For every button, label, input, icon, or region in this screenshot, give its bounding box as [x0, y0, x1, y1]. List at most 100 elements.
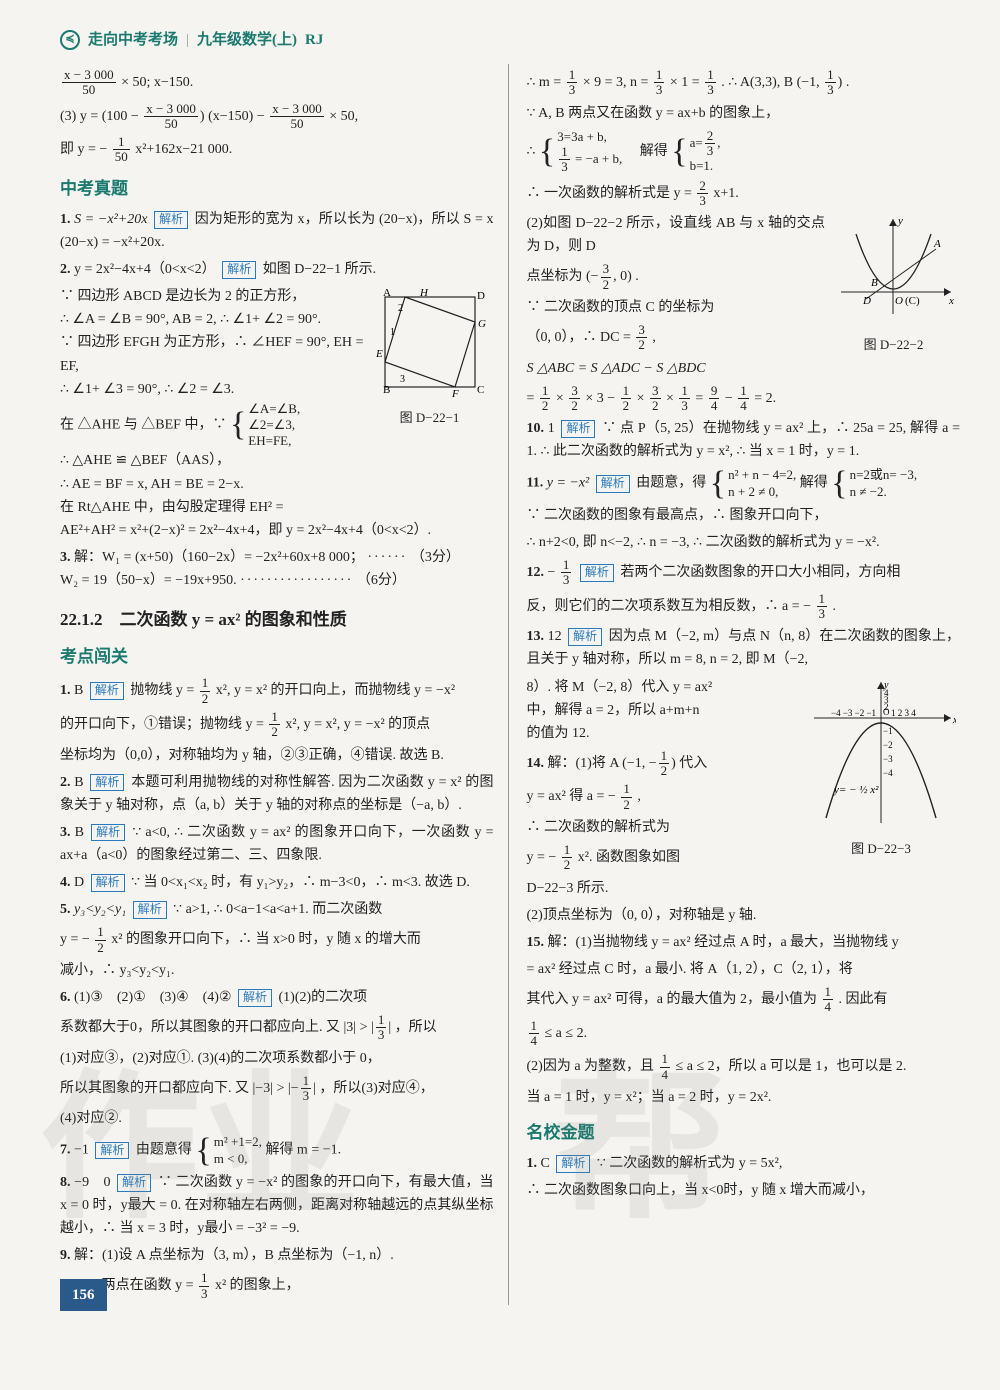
- fig-caption: 图 D−22−1: [370, 407, 490, 428]
- r-brace: ∴ { 3=3a + b, 13 = −a + b, 解得 { a=23, b=…: [527, 129, 961, 175]
- item-m1b: ∴ 二次函数图象口向上，当 x<0时，y 随 x 增大而减小，: [527, 1179, 961, 1202]
- svg-text:D: D: [477, 290, 485, 302]
- svg-text:x: x: [952, 715, 956, 726]
- svg-text:O: O: [895, 295, 903, 307]
- page-header: ≼ 走向中考考场 | 九年级数学(上) RJ: [60, 28, 960, 52]
- section-22-1-2: 22.1.2 二次函数 y = ax² 的图象和性质: [60, 606, 494, 633]
- header-sep: |: [186, 28, 189, 52]
- item-k3: 3. B 解析 ∵ a<0, ∴ 二次函数 y = ax² 的图象开口向下，一次…: [60, 821, 494, 867]
- left-column: x − 3 00050 × 50; x−150. (3) y = (100 − …: [60, 64, 509, 1305]
- logo-icon: ≼: [60, 30, 80, 50]
- edition-label: RJ: [305, 28, 323, 52]
- analysis-tag: 解析: [561, 420, 595, 438]
- analysis-tag: 解析: [91, 874, 125, 892]
- eq-line: x − 3 00050 × 50; x−150.: [60, 68, 494, 98]
- analysis-tag: 解析: [222, 261, 256, 279]
- eq-line: (3) y = (100 − x − 3 00050) (x−150) − x …: [60, 102, 494, 132]
- item-k6d: 所以其图象的开口都应向下. 又 |−3| > |−13| ，所以(3)对应④，: [60, 1074, 494, 1104]
- item-1: 1. S = −x²+20x 解析 因为矩形的宽为 x，所以长为 (20−x)，…: [60, 208, 494, 254]
- analysis-tag: 解析: [90, 682, 124, 700]
- fig-caption: 图 D−22−2: [831, 334, 956, 355]
- analysis-tag: 解析: [238, 989, 272, 1007]
- analysis-tag: 解析: [91, 824, 125, 842]
- item-r11c: ∴ n+2<0, 即 n<−2, ∴ n = −3, ∴ 二次函数的解析式为 y…: [527, 531, 961, 554]
- svg-text:−4 −3 −2 −1: −4 −3 −2 −1: [831, 708, 876, 718]
- item-k6: 6. (1)③ (2)① (3)④ (4)② 解析 (1)(2)的二次项: [60, 986, 494, 1009]
- svg-text:2: 2: [884, 702, 889, 712]
- svg-text:x: x: [948, 295, 954, 307]
- analysis-tag: 解析: [596, 475, 630, 493]
- svg-text:(C): (C): [905, 295, 920, 307]
- item-2-body: A H D G C F B E 2 1 3 图 D−22−1 ∵ 四边形 ABC…: [60, 285, 494, 542]
- item-r15c: 其代入 y = ax² 可得，a 的最大值为 2，最小值为 14 . 因此有: [527, 985, 961, 1015]
- svg-text:H: H: [419, 287, 429, 299]
- item-r13: 13. 12 解析 因为点 M（−2, m）与点 N（n, 8）在二次函数的图象…: [527, 625, 961, 671]
- item-k1: 1. B 解析 抛物线 y = 12 x², y = x² 的开口向上，而抛物线…: [60, 676, 494, 706]
- item-k4: 4. D 解析 ∵ 当 0<x₁<x₂ 时，有 y₁>y₂，∴ m−3<0，∴ …: [60, 871, 494, 894]
- svg-text:2: 2: [398, 303, 403, 314]
- item-r12b: 反，则它们的二次项系数互为相反数，∴ a = − 13 .: [527, 592, 961, 622]
- r-l2: ∵ A, B 两点又在函数 y = ax+b 的图象上，: [527, 102, 961, 125]
- svg-text:B: B: [871, 277, 878, 289]
- svg-text:D: D: [862, 295, 871, 307]
- analysis-tag: 解析: [556, 1155, 590, 1173]
- series-title: 走向中考考场: [88, 28, 178, 52]
- svg-text:y: y: [897, 215, 903, 227]
- item-r12: 12. − 13 解析 若两个二次函数图象的开口大小相同，方向相: [527, 558, 961, 588]
- item-r13b: x y O −4 −3 −2 −1 1 2 3 4 4 3 2 −1 −2 −3…: [527, 676, 961, 745]
- eq-line: 即 y = − 150 x²+162x−21 000.: [60, 135, 494, 165]
- svg-text:y= − ½ x²: y= − ½ x²: [833, 784, 879, 796]
- analysis-tag: 解析: [117, 1174, 151, 1192]
- figure-d-22-1: A H D G C F B E 2 1 3 图 D−22−1: [370, 287, 490, 429]
- item-k2: 2. B 解析 本题可利用抛物线的对称性解答. 因为二次函数 y = x² 的图…: [60, 771, 494, 817]
- item-r14e: D−22−3 所示.: [527, 877, 961, 900]
- svg-text:1 2 3 4: 1 2 3 4: [891, 708, 916, 718]
- svg-text:A: A: [383, 287, 391, 299]
- section-zhenti: 中考真题: [60, 175, 494, 202]
- item-k7: 7. −1 解析 由题意得 { m² +1=2, m < 0, 解得 m = −…: [60, 1134, 494, 1167]
- analysis-tag: 解析: [90, 774, 124, 792]
- svg-text:B: B: [383, 384, 390, 396]
- svg-text:G: G: [478, 318, 486, 330]
- analysis-tag: 解析: [95, 1142, 129, 1160]
- item-r15e: 14 ≤ a ≤ 2.: [527, 1019, 961, 1049]
- item-k5: 5. y₃<y₂<y₁ 解析 ∵ a>1, ∴ 0<a−1<a<a+1. 而二次…: [60, 898, 494, 921]
- item-r15f: (2)因为 a 为整数，且 14 ≤ a ≤ 2，所以 a 可以是 1，也可以是…: [527, 1052, 961, 1082]
- item-k1b: 的开口向下，①错误；抛物线 y = 12 x², y = x², y = −x²…: [60, 710, 494, 740]
- section-mingxiao: 名校金题: [527, 1119, 961, 1146]
- right-column: ∴ m = 13 × 9 = 3, n = 13 × 1 = 13 . ∴ A(…: [525, 64, 961, 1305]
- svg-text:−3: −3: [883, 754, 893, 764]
- svg-text:1: 1: [390, 327, 395, 338]
- fig-caption: 图 D−22−3: [806, 838, 956, 859]
- svg-text:C: C: [477, 384, 484, 396]
- item-3: 3. 解：W₁ = (x+50)（160−2x）= −2x²+60x+8 000…: [60, 546, 494, 592]
- item-m1: 1. C 解析 ∵ 二次函数的解析式为 y = 5x²,: [527, 1152, 961, 1175]
- svg-text:A: A: [933, 238, 941, 250]
- item-r14f: (2)顶点坐标为（0, 0），对称轴是 y 轴.: [527, 904, 961, 927]
- item-k6c: (1)对应③，(2)对应①. (3)(4)的二次项系数都小于 0，: [60, 1047, 494, 1070]
- item-r11: 11. y = −x² 解析 由题意，得 { n² + n − 4=2, n +…: [527, 467, 961, 500]
- r-l9: = 12 × 32 × 3 − 12 × 32 × 13 = 94 − 14 =…: [527, 384, 961, 414]
- analysis-tag: 解析: [133, 901, 167, 919]
- r-l3: ∴ 一次函数的解析式是 y = 23 x+1.: [527, 179, 961, 209]
- item-2: 2. y = 2x²−4x+4（0<x<2） 解析 如图 D−22−1 所示.: [60, 258, 494, 281]
- figure-d-22-2: x y A B D O (C) 图 D−22−2: [831, 214, 956, 356]
- item-k9b: ∵ A, B 两点在函数 y = 13 x² 的图象上，: [60, 1271, 494, 1301]
- item-r10: 10. 1 解析 ∵ 点 P（5, 25）在抛物线 y = ax² 上，∴ 25…: [527, 417, 961, 463]
- analysis-tag: 解析: [580, 564, 614, 582]
- svg-text:−4: −4: [883, 768, 893, 778]
- item-r15: 15. 解：(1)当抛物线 y = ax² 经过点 A 时，a 最大，当抛物线 …: [527, 931, 961, 954]
- r-top: ∴ m = 13 × 9 = 3, n = 13 × 1 = 13 . ∴ A(…: [527, 68, 961, 98]
- svg-text:−1: −1: [883, 726, 893, 736]
- svg-text:−2: −2: [883, 740, 893, 750]
- item-k8: 8. −9 0 解析 ∵ 二次函数 y = −x² 的图象的开口向下，有最大值，…: [60, 1171, 494, 1240]
- analysis-tag: 解析: [568, 628, 602, 646]
- figure-d-22-3: x y O −4 −3 −2 −1 1 2 3 4 4 3 2 −1 −2 −3…: [806, 678, 956, 860]
- page-number: 156: [60, 1279, 107, 1311]
- item-k9: 9. 解：(1)设 A 点坐标为（3, m），B 点坐标为（−1, n）.: [60, 1244, 494, 1267]
- item-r11b: ∵ 二次函数的图象有最高点，∴ 图象开口向下，: [527, 504, 961, 527]
- r-l4: x y A B D O (C) 图 D−22−2 (2)如图 D−22−2 所示…: [527, 212, 961, 258]
- item-k5b: y = − 12 x² 的图象开口向下，∴ 当 x>0 时，y 随 x 的增大而: [60, 925, 494, 955]
- grade-label: 九年级数学(上): [197, 28, 297, 52]
- item-k5c: 减小，∴ y₃<y₂<y₁.: [60, 959, 494, 982]
